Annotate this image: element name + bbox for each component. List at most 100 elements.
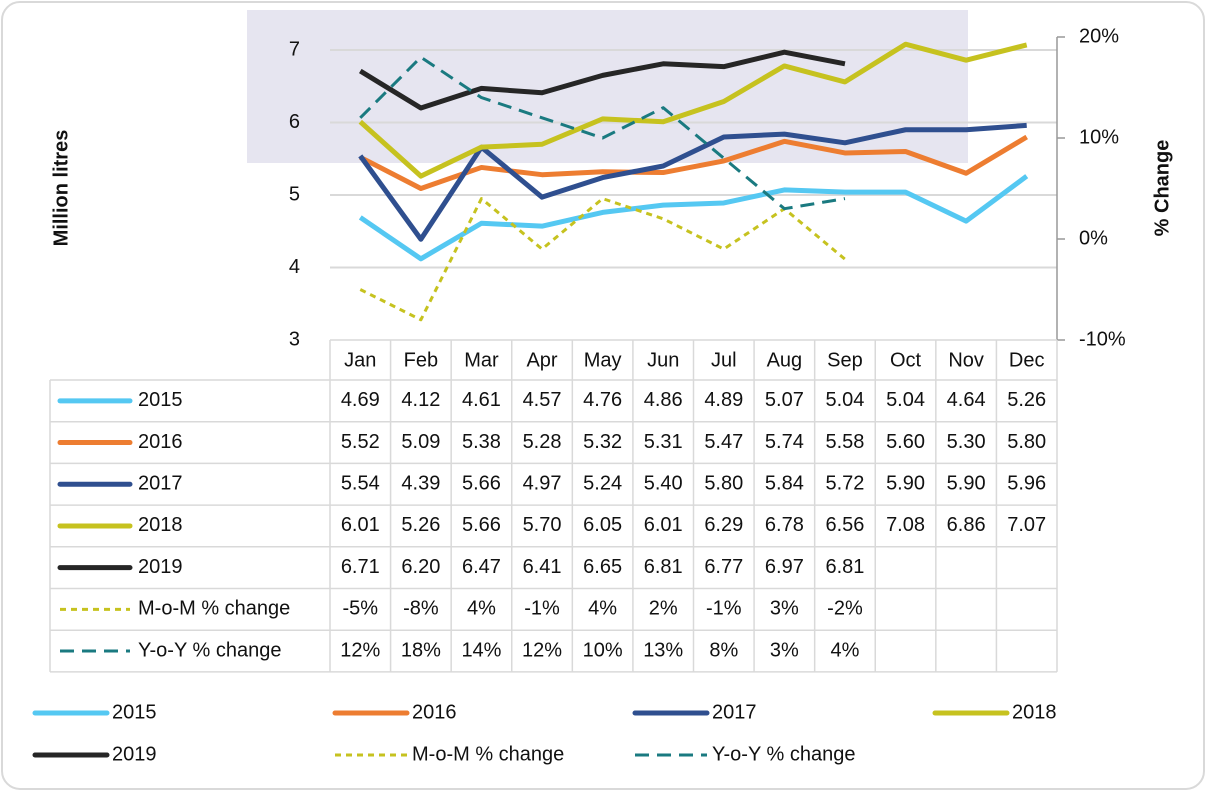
table-cell: 5.60 xyxy=(886,431,925,453)
table-cell: 4.76 xyxy=(583,389,622,411)
table-cell: 5.96 xyxy=(1007,473,1046,495)
table-cell: 3% xyxy=(770,639,799,661)
table-cell: 4.39 xyxy=(401,473,440,495)
legend-label: 2018 xyxy=(1012,701,1057,723)
table-cell: 6.81 xyxy=(644,556,683,578)
y2-tick-label: 20% xyxy=(1079,25,1119,47)
y-tick-label: 5 xyxy=(289,183,300,205)
y-tick-label: 4 xyxy=(289,256,300,278)
table-row-label: 2015 xyxy=(138,389,183,411)
table-cell: 6.01 xyxy=(644,514,683,536)
table-cell: 6.77 xyxy=(704,556,743,578)
x-tick-label: Dec xyxy=(1009,349,1045,371)
table-row-label: M-o-M % change xyxy=(138,598,290,620)
table-cell: 5.26 xyxy=(401,514,440,536)
table-cell: -1% xyxy=(706,598,742,620)
x-tick-label: Jun xyxy=(647,349,679,371)
table-cell: 4.61 xyxy=(462,389,501,411)
table-cell: 8% xyxy=(709,639,738,661)
table-cell: 5.30 xyxy=(947,431,986,453)
table-row-label: 2017 xyxy=(138,473,183,495)
table-cell: 18% xyxy=(401,639,441,661)
x-tick-label: Sep xyxy=(827,349,863,371)
table-cell: 6.81 xyxy=(825,556,864,578)
table-cell: 5.70 xyxy=(523,514,562,536)
table-cell: 4.12 xyxy=(401,389,440,411)
table-cell: 6.29 xyxy=(704,514,743,536)
table-cell: -1% xyxy=(524,598,560,620)
table-cell: 5.26 xyxy=(1007,389,1046,411)
table-cell: -2% xyxy=(827,598,863,620)
table-cell: 6.47 xyxy=(462,556,501,578)
table-cell: 4.89 xyxy=(704,389,743,411)
table-cell: 4.69 xyxy=(341,389,380,411)
x-tick-label: Aug xyxy=(767,349,803,371)
table-cell: 5.80 xyxy=(704,473,743,495)
table-cell: 5.74 xyxy=(765,431,804,453)
y-tick-label: 6 xyxy=(289,111,300,133)
y2-tick-label: 0% xyxy=(1079,227,1108,249)
table-cell: 4.86 xyxy=(644,389,683,411)
y2-axis-title: % Change xyxy=(1151,140,1173,237)
table-cell: 5.66 xyxy=(462,473,501,495)
table-cell: 6.78 xyxy=(765,514,804,536)
table-cell: 4% xyxy=(467,598,496,620)
x-tick-label: Mar xyxy=(464,349,499,371)
table-cell: 12% xyxy=(340,639,380,661)
table-cell: 5.72 xyxy=(825,473,864,495)
table-cell: 5.04 xyxy=(825,389,864,411)
table-cell: 6.20 xyxy=(401,556,440,578)
table-cell: 5.58 xyxy=(825,431,864,453)
legend-label: 2015 xyxy=(112,701,157,723)
table-cell: 7.08 xyxy=(886,514,925,536)
table-cell: 6.97 xyxy=(765,556,804,578)
table-cell: 5.90 xyxy=(947,473,986,495)
x-tick-label: Apr xyxy=(526,349,557,371)
table-cell: 5.52 xyxy=(341,431,380,453)
legend-label: M-o-M % change xyxy=(412,743,564,765)
table-cell: 6.86 xyxy=(947,514,986,536)
table-cell: 5.54 xyxy=(341,473,380,495)
y-tick-label: 7 xyxy=(289,38,300,60)
legend-label: 2019 xyxy=(112,743,157,765)
table-cell: 5.80 xyxy=(1007,431,1046,453)
table-cell: 5.47 xyxy=(704,431,743,453)
x-tick-label: Feb xyxy=(404,349,438,371)
table-cell: 4.64 xyxy=(947,389,986,411)
chart: Million litres % Change 34567-10%0%10%20… xyxy=(0,0,1208,793)
y-tick-label: 3 xyxy=(289,328,300,350)
table-cell: 5.28 xyxy=(523,431,562,453)
table-cell: 3% xyxy=(770,598,799,620)
table-cell: 10% xyxy=(583,639,623,661)
table-cell: -8% xyxy=(403,598,439,620)
table-cell: 14% xyxy=(461,639,501,661)
table-row-label: Y-o-Y % change xyxy=(138,639,281,661)
x-tick-label: Jul xyxy=(711,349,737,371)
table-row-label: 2016 xyxy=(138,431,183,453)
x-tick-label: Nov xyxy=(948,349,984,371)
y2-tick-label: -10% xyxy=(1079,328,1126,350)
table-cell: -5% xyxy=(343,598,379,620)
table-cell: 2% xyxy=(649,598,678,620)
table-cell: 13% xyxy=(643,639,683,661)
table-cell: 5.24 xyxy=(583,473,622,495)
y2-tick-label: 10% xyxy=(1079,126,1119,148)
legend-label: 2016 xyxy=(412,701,457,723)
x-tick-label: May xyxy=(584,349,622,371)
x-tick-label: Oct xyxy=(890,349,922,371)
table-cell: 6.41 xyxy=(523,556,562,578)
table-cell: 6.05 xyxy=(583,514,622,536)
table-cell: 12% xyxy=(522,639,562,661)
table-cell: 5.66 xyxy=(462,514,501,536)
x-tick-label: Jan xyxy=(344,349,376,371)
table-cell: 5.31 xyxy=(644,431,683,453)
table-row-label: 2019 xyxy=(138,556,183,578)
table-cell: 6.01 xyxy=(341,514,380,536)
table-row-label: 2018 xyxy=(138,514,183,536)
table-cell: 6.56 xyxy=(825,514,864,536)
table-cell: 6.71 xyxy=(341,556,380,578)
table-cell: 4.57 xyxy=(523,389,562,411)
legend-label: Y-o-Y % change xyxy=(712,743,855,765)
table-cell: 4.97 xyxy=(523,473,562,495)
table-cell: 5.04 xyxy=(886,389,925,411)
